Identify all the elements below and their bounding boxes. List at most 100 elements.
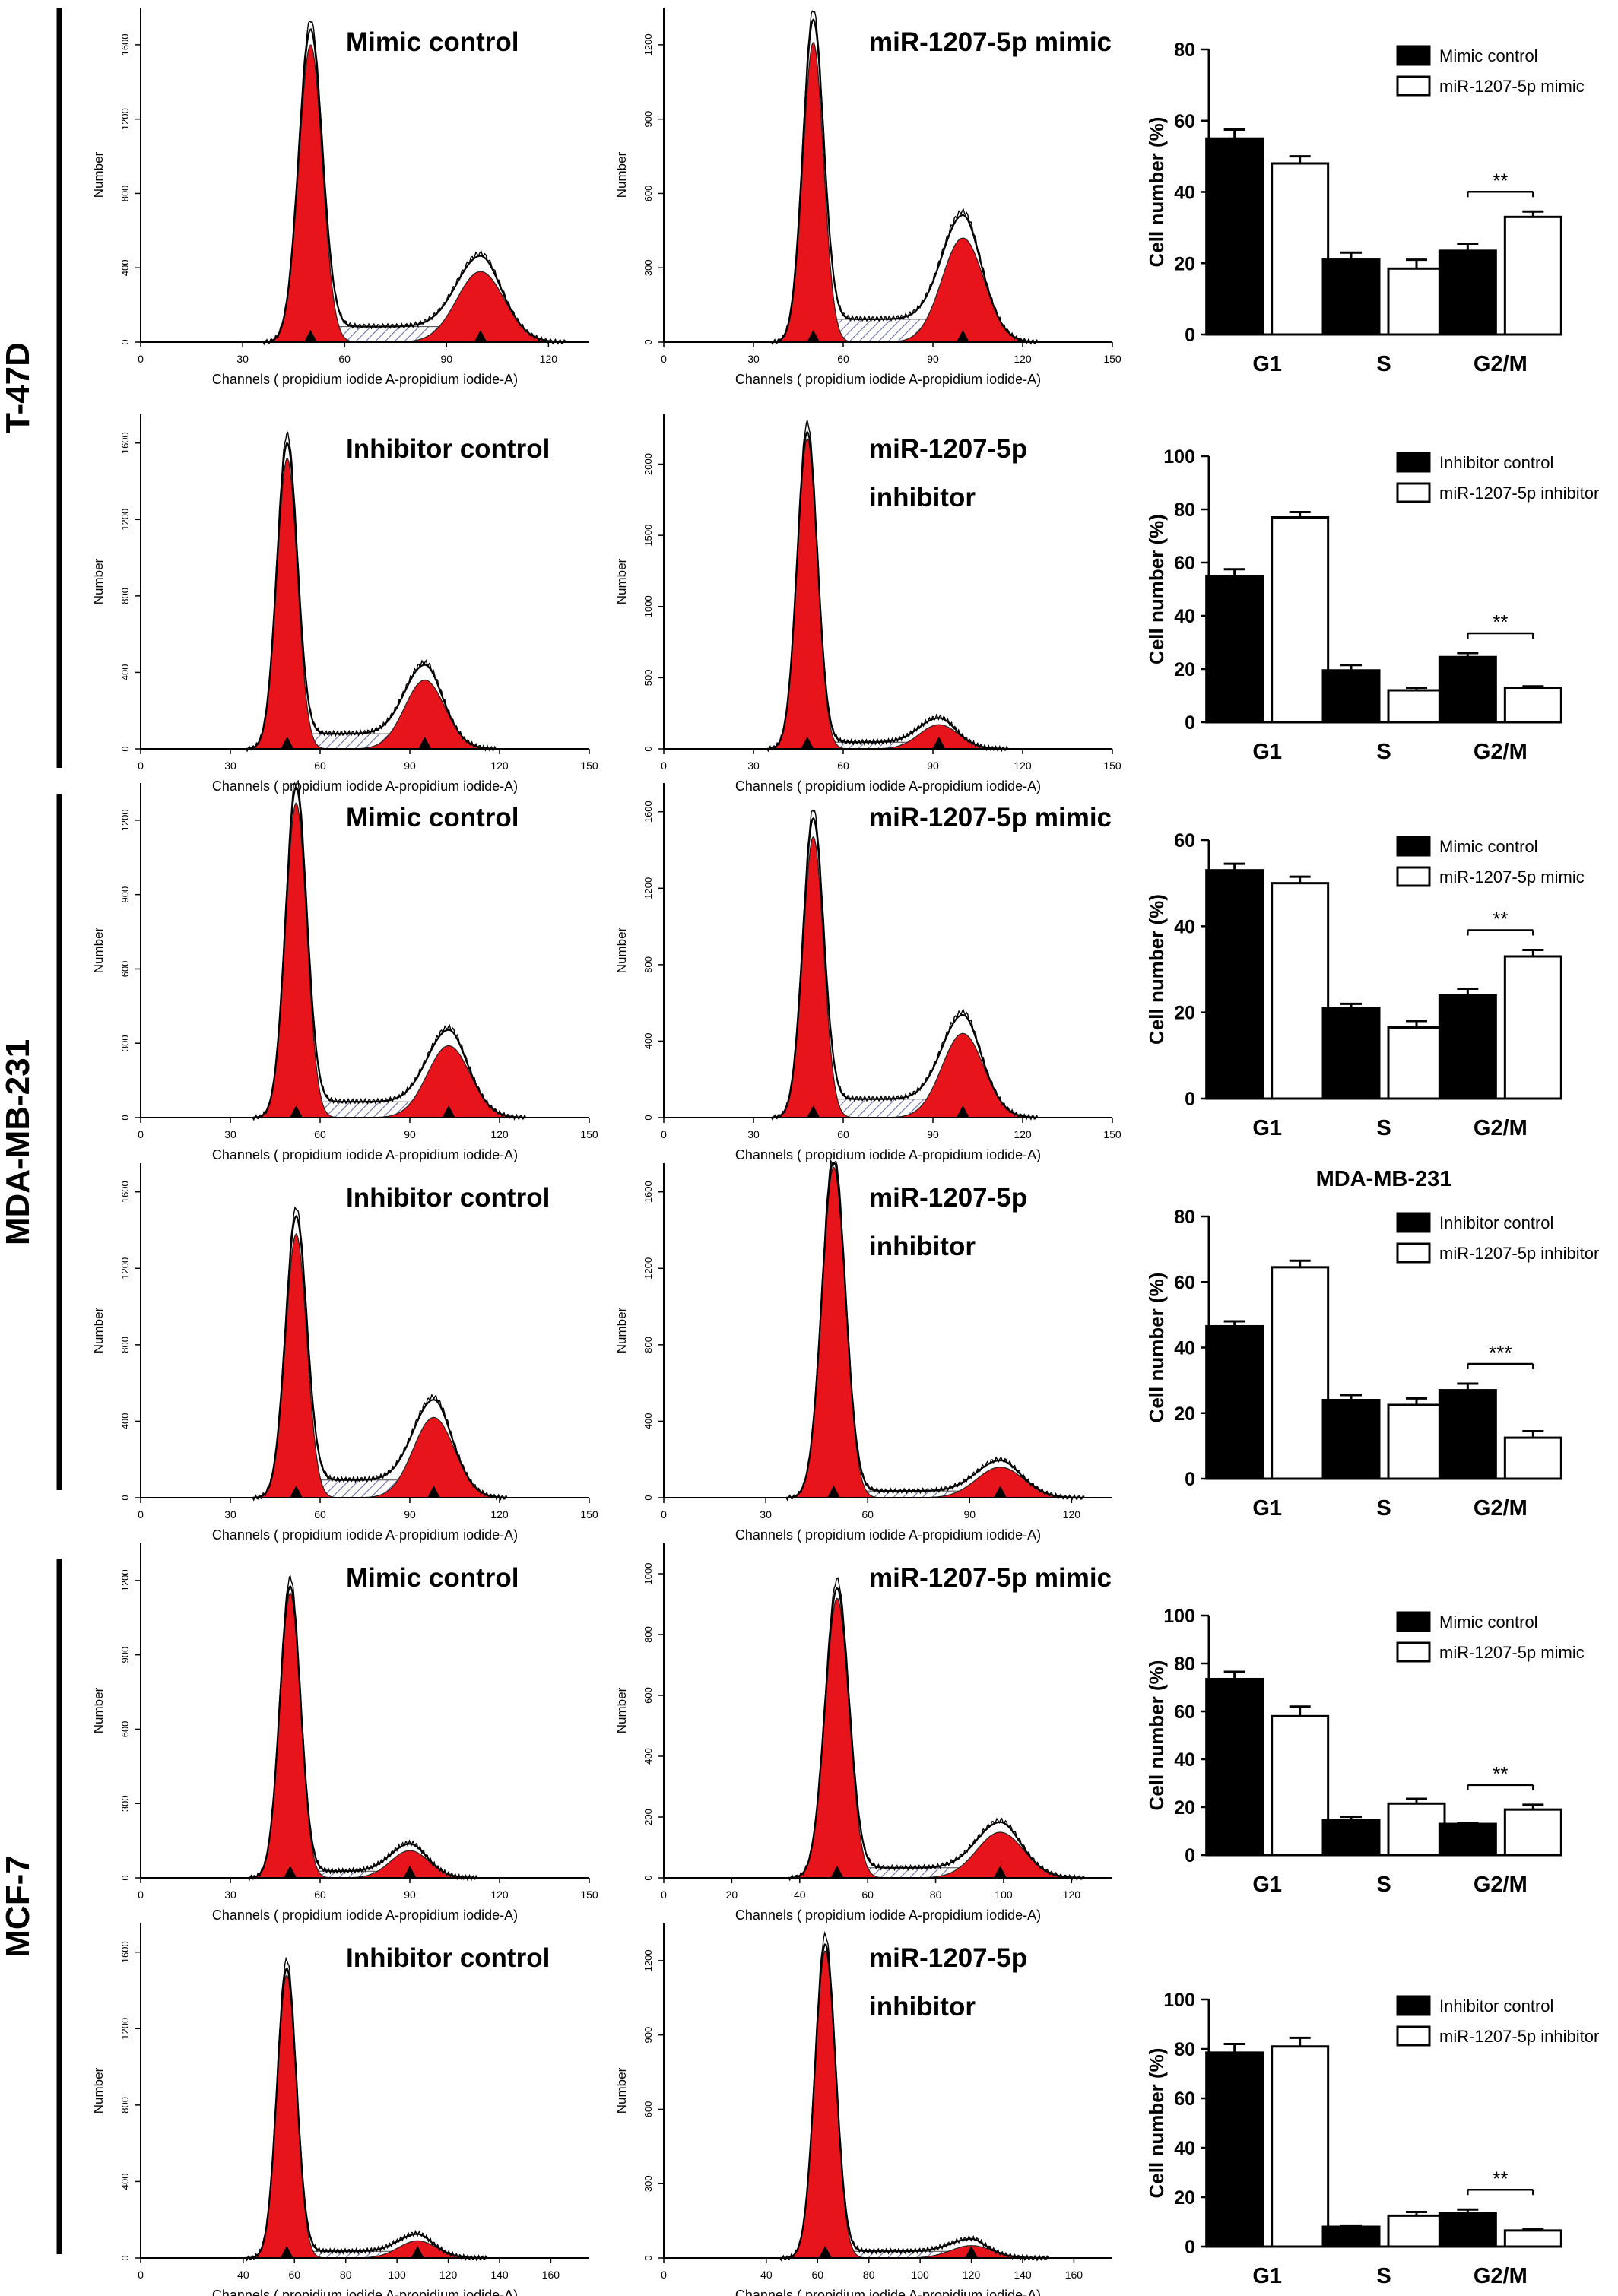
y-tick-label: 60	[1174, 111, 1195, 132]
category-label: G2/M	[1474, 1496, 1528, 1521]
category-label: G1	[1252, 352, 1282, 376]
x-tick-label: 120	[439, 2269, 458, 2281]
y-tick-label: 400	[119, 1413, 131, 1430]
x-tick-label: 90	[404, 1888, 416, 1901]
y-tick-label: 60	[1174, 553, 1195, 574]
control-bar	[1205, 137, 1264, 336]
panel-title: inhibitor	[869, 1232, 976, 1261]
category-label: S	[1376, 740, 1391, 764]
y-tick-label: 0	[642, 339, 654, 344]
y-tick-label: 500	[642, 670, 654, 687]
y-tick-label: 900	[642, 2027, 654, 2044]
bar-y-label: Cell number (%)	[1145, 1273, 1168, 1423]
histogram-curve-raw	[252, 1206, 508, 1502]
legend-label: Mimic control	[1439, 837, 1538, 856]
g1-peak	[785, 1166, 1085, 1498]
legend-label: miR-1207-5p inhibitor	[1439, 2027, 1599, 2046]
y-tick-label: 800	[642, 956, 654, 973]
category-label: S	[1376, 1116, 1391, 1140]
y-tick-label: 600	[642, 186, 654, 202]
control-bar	[1205, 869, 1264, 1100]
y-tick-label: 1200	[119, 809, 131, 831]
y-tick-label: 0	[119, 746, 131, 751]
g1-peak	[252, 1233, 507, 1498]
peak-marker	[304, 330, 317, 341]
panel-title: miR-1207-5p mimic	[869, 803, 1112, 832]
y-tick-label: 800	[119, 1337, 131, 1353]
y-tick-label: 0	[119, 1115, 131, 1120]
y-tick-label: 80	[1174, 499, 1195, 521]
y-tick-label: 0	[642, 746, 654, 751]
bar-y-label: Cell number (%)	[1145, 514, 1168, 664]
y-tick-label: 1600	[119, 33, 131, 55]
bar-y-label: Cell number (%)	[1145, 117, 1168, 268]
histogram-panel: 0 400 800 1200 1600 0 30 60 90 120 150 Number Channe…	[614, 783, 1121, 1162]
control-bar	[1205, 2051, 1264, 2248]
y-tick-label: 0	[119, 1495, 131, 1500]
x-tick-label: 0	[138, 353, 144, 365]
legend-swatch	[1396, 1995, 1431, 2016]
panel-title: miR-1207-5p	[869, 434, 1027, 464]
x-tick-label: 0	[661, 1128, 667, 1140]
y-tick-label: 1200	[119, 1257, 131, 1280]
y-tick-label: 0	[642, 1115, 654, 1120]
treatment-bar	[1271, 516, 1330, 724]
peak-marker	[443, 1105, 455, 1117]
legend-swatch	[1396, 2025, 1431, 2047]
category-label: G2/M	[1474, 352, 1528, 376]
x-tick-label: 120	[1063, 1508, 1081, 1521]
x-tick-label: 150	[580, 1508, 598, 1521]
x-tick-label: 30	[224, 760, 236, 772]
category-label: G1	[1252, 1496, 1282, 1521]
x-tick-label: 90	[927, 1128, 939, 1140]
peak-marker	[418, 737, 431, 748]
treatment-bar	[1503, 215, 1562, 336]
x-tick-label: 0	[661, 1508, 667, 1521]
significance-label: **	[1493, 2167, 1508, 2190]
bar-y-label: Cell number (%)	[1145, 894, 1168, 1045]
x-tick-label: 60	[314, 760, 326, 772]
peak-marker	[994, 1866, 1007, 1877]
x-tick-label: 90	[404, 760, 416, 772]
cell-line-label: MDA-MB-231	[0, 1039, 36, 1245]
control-bar	[1438, 1389, 1497, 1480]
histogram-x-label: Channels ( propidium iodide A-propidium …	[212, 779, 518, 794]
category-label: S	[1376, 1496, 1391, 1521]
treatment-bar	[1387, 2214, 1446, 2248]
g1-peak	[252, 802, 526, 1118]
peak-marker	[932, 737, 945, 748]
significance-label: **	[1493, 908, 1508, 931]
y-tick-label: 800	[119, 588, 131, 604]
histogram-y-label: Number	[91, 1307, 106, 1353]
y-tick-label: 300	[642, 259, 654, 276]
histogram-x-label: Channels ( propidium iodide A-propidium …	[212, 1147, 518, 1162]
x-tick-label: 90	[404, 1128, 416, 1140]
legend-label: miR-1207-5p inhibitor	[1439, 484, 1599, 503]
legend-swatch	[1396, 75, 1431, 97]
y-tick-label: 40	[1174, 606, 1195, 627]
x-tick-label: 60	[314, 1508, 326, 1521]
y-tick-label: 400	[642, 1413, 654, 1430]
legend-label: miR-1207-5p mimic	[1439, 867, 1585, 886]
g1-peak	[262, 44, 566, 343]
treatment-bar	[1387, 1802, 1446, 1857]
control-bar	[1321, 1007, 1381, 1100]
histogram-curve-raw	[247, 1575, 478, 1882]
x-tick-label: 120	[490, 1508, 509, 1521]
category-label: G1	[1252, 1873, 1282, 1897]
x-tick-label: 150	[580, 760, 598, 772]
bar-chart-title: MDA-MB-231	[1316, 1167, 1452, 1191]
y-tick-label: 20	[1174, 659, 1195, 680]
treatment-bar	[1271, 162, 1330, 336]
y-tick-label: 20	[1174, 1797, 1195, 1819]
y-tick-label: 1200	[119, 1569, 131, 1591]
y-tick-label: 0	[642, 2255, 654, 2260]
y-tick-label: 0	[642, 1875, 654, 1880]
y-tick-label: 1200	[642, 1257, 654, 1280]
y-tick-label: 0	[119, 339, 131, 344]
y-tick-label: 100	[1163, 1606, 1195, 1627]
histogram-x-label: Channels ( propidium iodide A-propidium …	[735, 372, 1041, 387]
y-tick-label: 0	[119, 2255, 131, 2260]
x-tick-label: 100	[388, 2269, 406, 2281]
x-tick-label: 60	[288, 2269, 300, 2281]
